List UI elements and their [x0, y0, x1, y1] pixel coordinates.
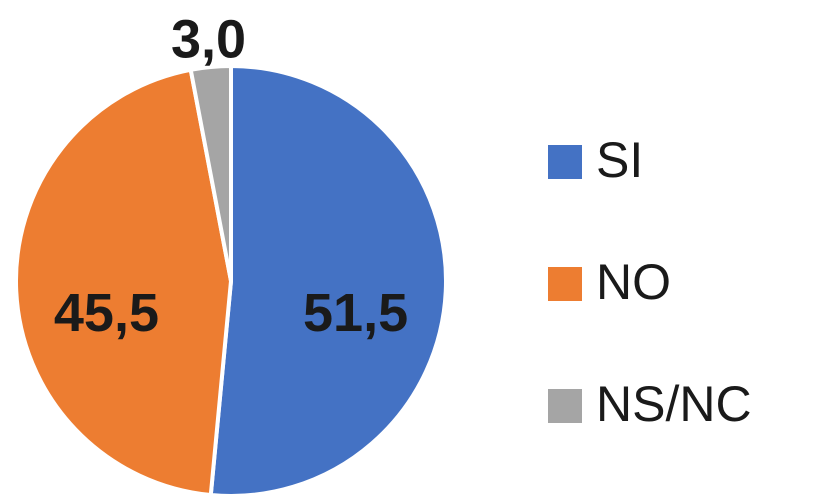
pie-slice — [14, 67, 233, 498]
legend-label: NS/NC — [596, 376, 752, 432]
legend-swatch — [548, 145, 582, 179]
pie-slice — [188, 64, 233, 283]
value-label: 3,0 — [171, 10, 246, 70]
value-label: 51,5 — [303, 283, 408, 343]
legend-label: SI — [596, 132, 643, 188]
legend-swatch — [548, 267, 582, 301]
legend-label: NO — [596, 254, 671, 310]
value-label: 45,5 — [54, 283, 159, 343]
legend-swatch — [548, 389, 582, 423]
pie-slice — [208, 64, 448, 498]
